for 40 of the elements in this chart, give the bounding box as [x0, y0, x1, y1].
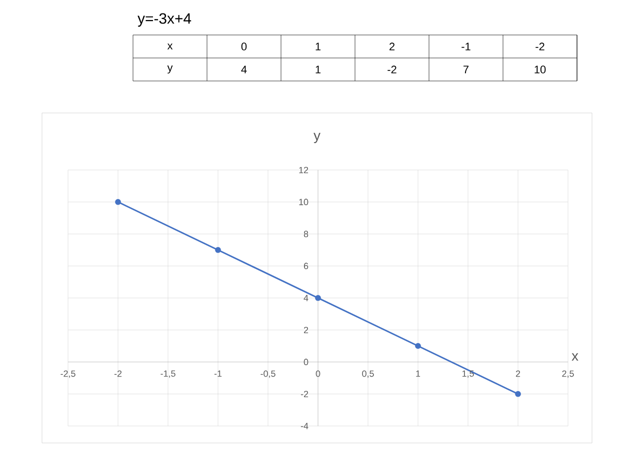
point	[115, 199, 121, 205]
x-tick-label: 2	[516, 370, 520, 377]
text: 1	[316, 66, 321, 74]
y-tick-label: 4	[304, 294, 308, 302]
point	[315, 295, 321, 301]
x-tick-label: -1,5	[160, 370, 176, 378]
text: x	[167, 44, 173, 50]
text: 1	[316, 42, 321, 50]
y-tick-label: 12	[299, 166, 308, 174]
y-tick-label: 8	[304, 230, 308, 238]
point	[215, 247, 221, 253]
x-tick-label: 1	[416, 370, 420, 377]
text: 10	[534, 66, 546, 74]
x-tick-label: 1,5	[462, 370, 474, 378]
text: -1	[462, 42, 470, 50]
chart-title: y	[314, 132, 320, 144]
y-tick-label: 6	[304, 262, 308, 270]
x-tick-label: -2,5	[60, 370, 76, 378]
y-tick-label: 10	[299, 198, 308, 206]
text: 0	[241, 42, 247, 50]
text: 7	[464, 66, 469, 74]
x-tick-label: -1	[214, 370, 222, 377]
text: -2	[388, 66, 396, 74]
y-tick-label: -4	[300, 422, 308, 430]
y-tick-label: 2	[304, 326, 308, 334]
x-axis-title: x	[572, 353, 578, 361]
text: y	[167, 65, 173, 74]
text: 4	[241, 66, 247, 74]
x-tick-label: 0,5	[362, 370, 374, 378]
y-tick-label: 0	[304, 358, 308, 366]
x-tick-label: 0	[316, 370, 320, 377]
point	[515, 391, 521, 397]
y-tick-label: -2	[300, 390, 308, 398]
point	[415, 343, 421, 349]
text: y=-3x+4	[138, 13, 192, 27]
x-tick-label: 2,5	[562, 370, 574, 378]
text: -2	[536, 42, 544, 50]
text: 2	[390, 42, 395, 50]
x-tick-label: -2	[114, 370, 122, 377]
x-tick-label: -0,5	[260, 370, 276, 378]
